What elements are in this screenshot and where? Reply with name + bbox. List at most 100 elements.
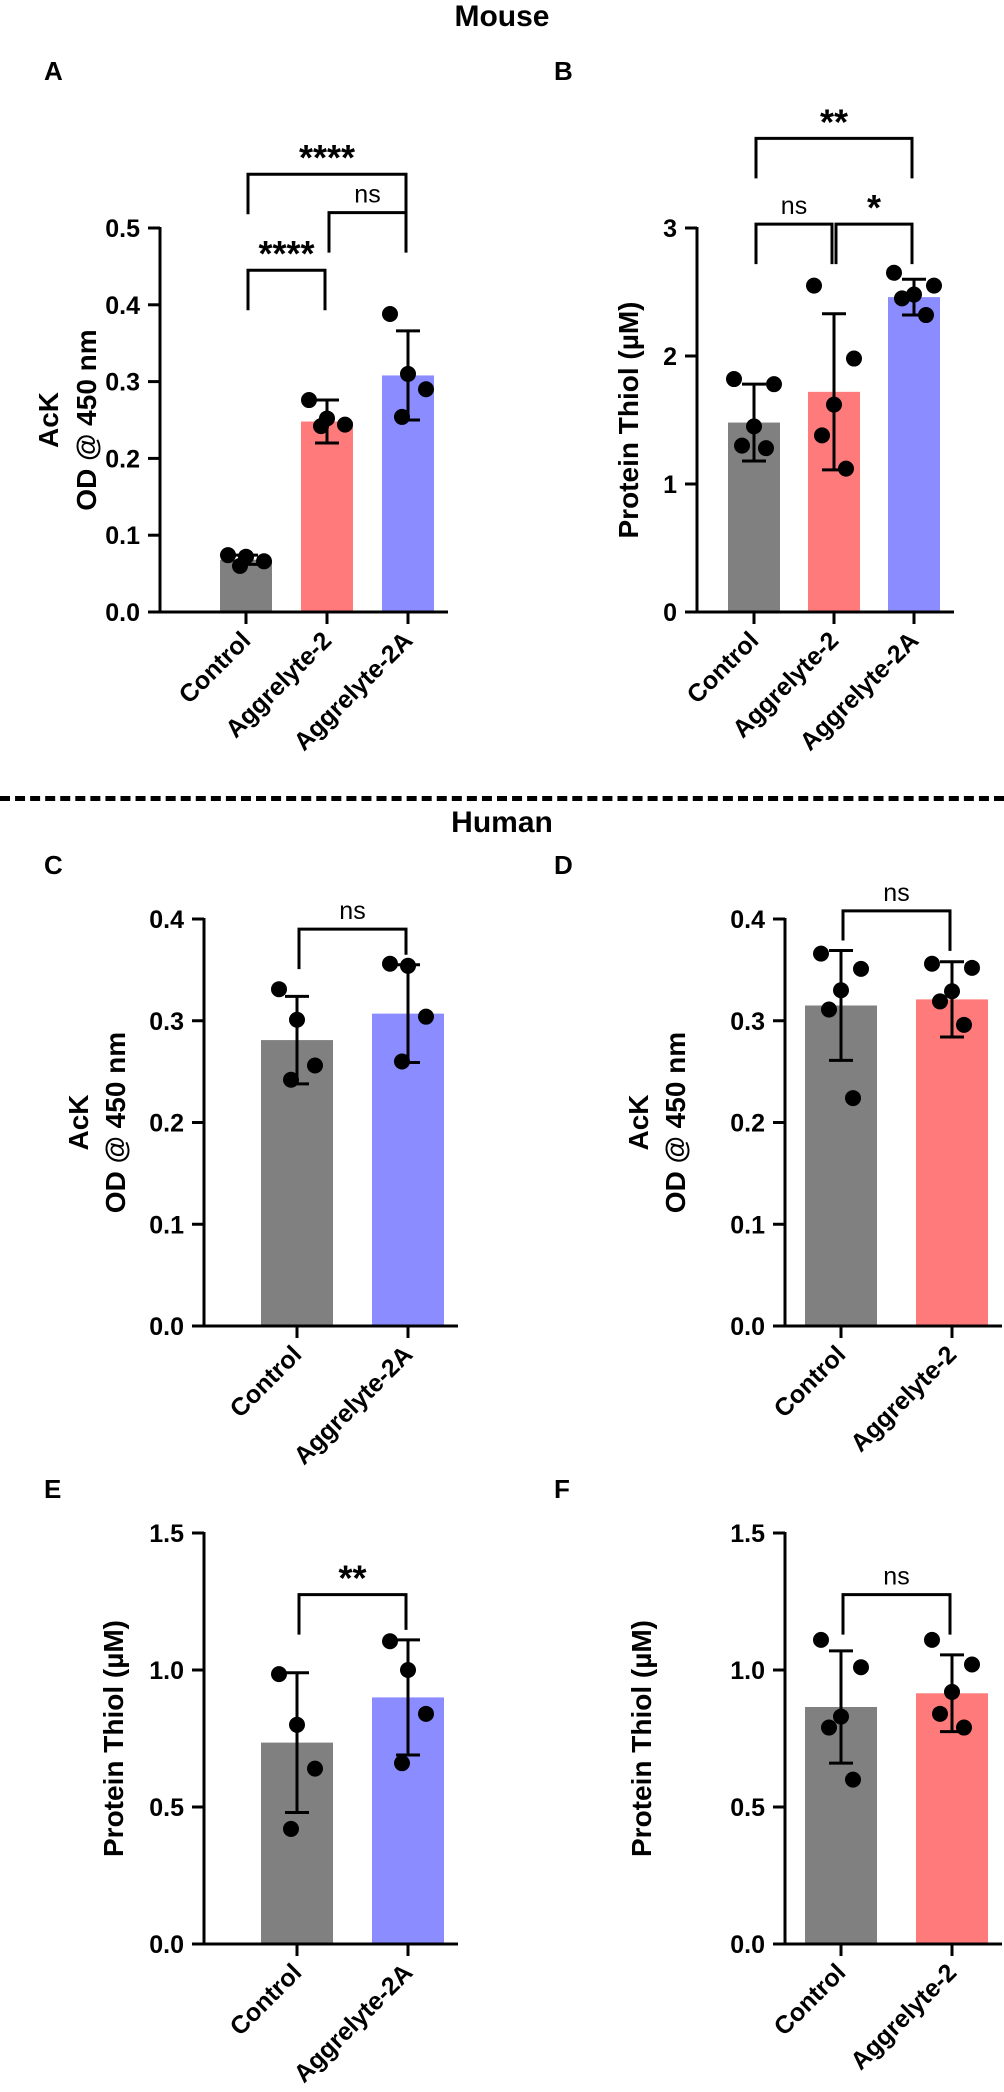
significance-label-d-0: ns: [883, 879, 909, 907]
data-point-d-0-3: [821, 1001, 837, 1018]
data-point-c-1-2: [418, 1008, 434, 1025]
y-tick-label-c-1: 0.1: [149, 1211, 184, 1239]
y-tick-label-a-3: 0.3: [105, 369, 140, 397]
significance-bracket-f-0: [841, 1593, 952, 1635]
bar-f-aggrelyte-2: [916, 1693, 988, 1944]
data-point-c-1-3: [394, 1053, 410, 1070]
data-point-e-1-1: [400, 1662, 416, 1678]
data-point-c-1-0: [382, 955, 398, 972]
y-tick-label-a-0: 0.0: [105, 599, 140, 627]
y-axis-label-a-1: OD @ 450 nm: [71, 329, 102, 510]
y-axis-label-a-0: AcK: [33, 392, 64, 448]
data-point-d-0-2: [833, 982, 849, 999]
x-tick-label-a-0: Control: [174, 626, 257, 709]
data-point-b-1-3: [814, 427, 830, 444]
y-tick-label-d-0: 0.0: [730, 1313, 765, 1341]
data-point-f-0-2: [833, 1708, 849, 1725]
data-point-c-1-1: [400, 957, 416, 974]
x-tick-label-e-0: Control: [225, 1958, 308, 2041]
data-point-e-1-2: [418, 1705, 434, 1722]
y-tick-label-d-1: 0.1: [730, 1211, 765, 1239]
y-tick-label-f-3: 1.5: [730, 1520, 765, 1548]
data-point-f-1-0: [924, 1631, 940, 1648]
data-point-b-1-1: [846, 350, 862, 367]
panel-label-e: E: [44, 1474, 62, 1504]
y-tick-label-f-0: 0.0: [730, 1931, 765, 1959]
panel-label-c: C: [44, 850, 63, 880]
y-tick-label-a-4: 0.4: [105, 292, 140, 320]
y-tick-label-c-3: 0.3: [149, 1008, 184, 1036]
y-tick-label-d-2: 0.2: [730, 1110, 765, 1138]
y-tick-label-c-2: 0.2: [149, 1110, 184, 1138]
y-axis-label-d-1: OD @ 450 nm: [660, 1032, 691, 1213]
significance-label-a-1: ns: [354, 181, 380, 209]
data-point-e-1-0: [382, 1633, 398, 1650]
bar-c-control: [261, 1040, 333, 1326]
data-point-d-1-0: [924, 955, 940, 972]
data-point-b-2-1: [926, 277, 942, 294]
y-tick-label-d-4: 0.4: [730, 906, 765, 934]
error-bar-d-0: [829, 949, 853, 1062]
data-point-a-2-0: [382, 306, 398, 323]
data-point-f-1-3: [932, 1705, 948, 1722]
y-axis-label-e-0: Protein Thiol (µM): [98, 1620, 129, 1857]
y-axis-label-c-0: AcK: [63, 1094, 94, 1150]
significance-bracket-b-2: [834, 222, 914, 265]
panel-b-plot: 0123ControlAggrelyte-2Aggrelyte-2AProtei…: [613, 101, 954, 756]
data-point-a-2-1: [400, 365, 416, 382]
data-point-d-0-0: [813, 945, 829, 962]
section-title-human: Human: [451, 806, 553, 839]
data-point-d-1-3: [932, 993, 948, 1010]
y-tick-label-c-4: 0.4: [149, 906, 184, 934]
data-point-b-2-3: [894, 290, 910, 307]
y-tick-label-e-1: 0.5: [149, 1794, 184, 1822]
data-point-a-2-3: [394, 408, 410, 425]
panel-label-a: A: [44, 56, 63, 86]
data-point-b-0-4: [758, 440, 774, 457]
data-point-b-0-1: [766, 376, 782, 393]
y-axis-label-d-0: AcK: [623, 1094, 654, 1150]
data-point-f-0-0: [813, 1631, 829, 1648]
data-point-b-2-4: [918, 307, 934, 324]
data-point-a-2-2: [418, 381, 434, 398]
section-title-mouse: Mouse: [454, 0, 550, 33]
data-point-f-0-1: [853, 1659, 869, 1676]
bar-b-aggrelyte-2a: [888, 297, 940, 612]
data-point-a-0-3: [232, 557, 248, 574]
error-bar-f-0: [829, 1649, 853, 1765]
x-tick-label-d-1: Aggrelyte-2: [845, 1340, 962, 1457]
x-tick-label-f-1: Aggrelyte-2: [845, 1958, 962, 2075]
significance-bracket-a-2: [246, 268, 327, 311]
y-axis-label-f-0: Protein Thiol (µM): [626, 1620, 657, 1857]
data-point-e-1-3: [394, 1755, 410, 1772]
y-tick-label-c-0: 0.0: [149, 1313, 184, 1341]
y-axis-label-b-0: Protein Thiol (µM): [613, 302, 644, 539]
data-point-e-0-3: [283, 1820, 299, 1837]
error-bar-e-0: [285, 1671, 309, 1814]
panel-label-f: F: [554, 1474, 570, 1504]
significance-label-f-0: ns: [883, 1563, 909, 1591]
data-point-a-1-0: [301, 392, 317, 409]
y-tick-label-b-0: 0: [663, 599, 677, 627]
data-point-b-1-2: [826, 396, 842, 413]
significance-label-b-1: ns: [781, 192, 807, 220]
y-tick-label-a-5: 0.5: [105, 215, 140, 243]
data-point-e-0-1: [289, 1716, 305, 1733]
data-point-c-0-1: [289, 1011, 305, 1028]
data-point-a-0-0: [220, 547, 236, 564]
data-point-f-0-3: [821, 1719, 837, 1736]
data-point-b-0-2: [746, 418, 762, 435]
y-tick-label-b-2: 2: [663, 343, 677, 371]
data-point-a-0-2: [256, 553, 272, 570]
data-point-f-1-1: [964, 1656, 980, 1673]
y-tick-label-a-1: 0.1: [105, 522, 140, 550]
data-point-d-1-2: [944, 983, 960, 1000]
significance-label-b-0: **: [820, 101, 848, 142]
bar-d-aggrelyte-2: [916, 999, 988, 1326]
x-tick-label-b-0: Control: [682, 626, 765, 709]
data-point-c-0-0: [271, 981, 287, 998]
